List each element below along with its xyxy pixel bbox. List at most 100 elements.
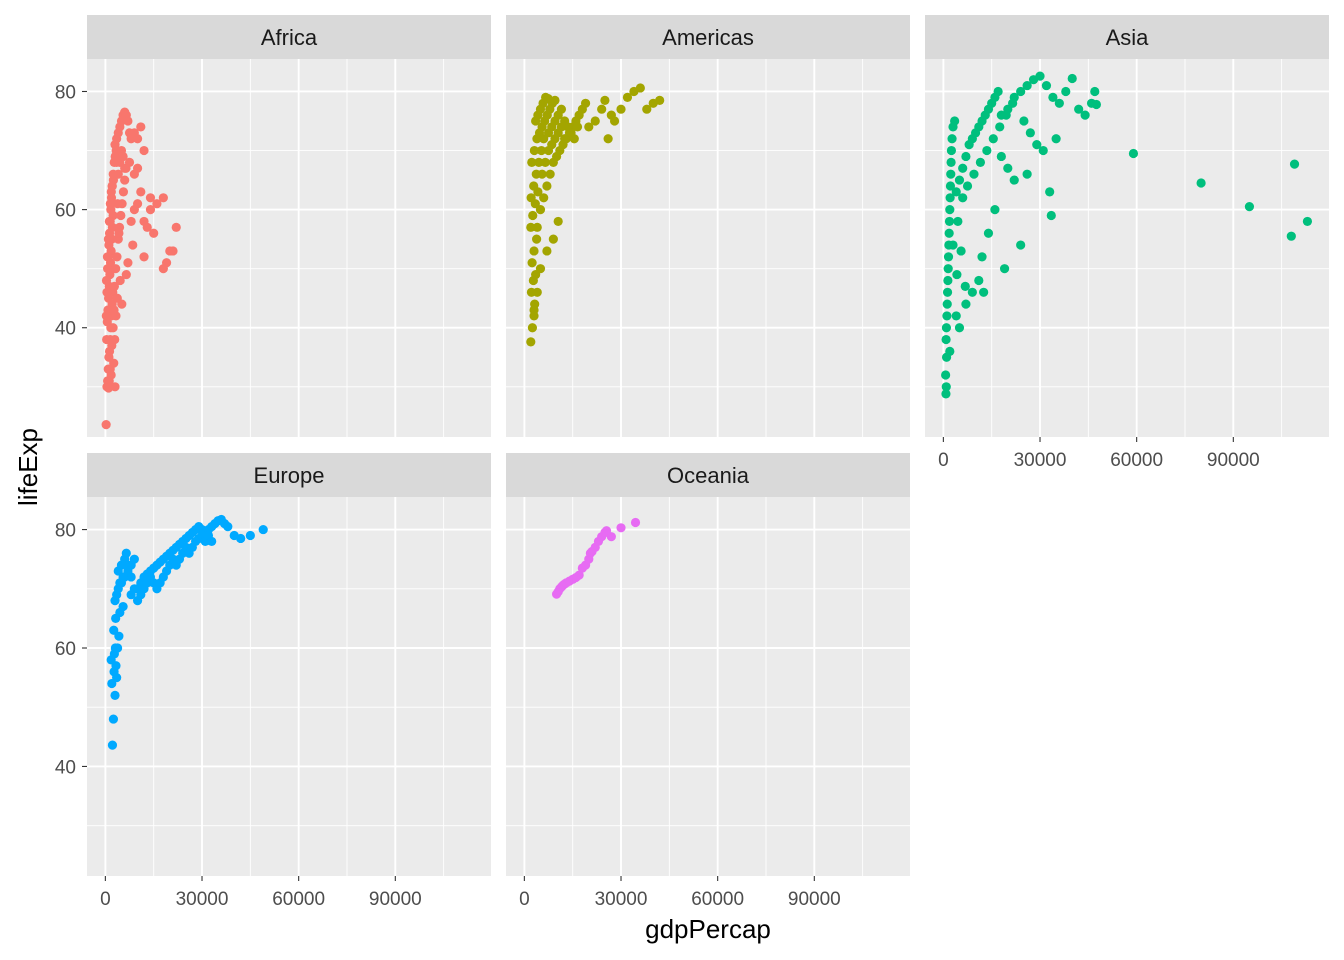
data-point	[129, 554, 139, 564]
data-point	[526, 193, 536, 203]
data-point	[142, 222, 152, 232]
data-point	[953, 216, 963, 227]
data-point	[945, 181, 956, 191]
data-point	[958, 193, 968, 203]
panel-background-europe	[87, 497, 491, 876]
data-point	[946, 145, 957, 156]
data-point	[1048, 92, 1058, 102]
data-point	[101, 419, 111, 430]
data-point	[954, 323, 965, 333]
data-point	[112, 252, 122, 262]
data-point	[526, 337, 536, 347]
data-point	[115, 275, 125, 286]
data-point	[108, 714, 119, 724]
data-point	[584, 122, 594, 132]
y-axis-africa: 40 60 80	[55, 82, 87, 340]
data-point	[988, 134, 998, 144]
data-point	[1022, 80, 1032, 91]
data-point	[1045, 187, 1055, 197]
data-point	[622, 92, 633, 102]
data-point	[961, 151, 971, 162]
data-point	[943, 275, 953, 286]
data-point	[114, 631, 124, 641]
points-oceania	[551, 517, 641, 599]
x-tick-label: 90000	[369, 889, 422, 910]
data-point	[111, 661, 121, 671]
data-point	[1302, 216, 1313, 227]
data-point	[961, 299, 971, 309]
data-point	[616, 523, 626, 533]
data-point	[1003, 163, 1013, 173]
data-point	[532, 287, 542, 297]
data-point	[1019, 116, 1029, 126]
facet-panels: Africa 40 60 80 Americas Asia 0 30000 60000 90000…	[55, 15, 1329, 910]
facet-asia: Asia 0 30000 60000 90000	[925, 15, 1329, 471]
data-point	[1051, 134, 1061, 144]
data-point	[145, 205, 156, 215]
data-point	[945, 205, 955, 215]
data-point	[1061, 86, 1071, 97]
data-point	[171, 222, 181, 232]
data-point	[969, 169, 979, 179]
data-point	[600, 95, 610, 105]
data-point	[574, 570, 584, 580]
data-point	[123, 258, 133, 268]
data-point	[120, 175, 130, 185]
data-point	[977, 252, 987, 262]
data-point	[111, 264, 121, 274]
data-point	[132, 163, 143, 173]
data-point	[126, 216, 136, 227]
data-point	[158, 264, 168, 274]
data-point	[597, 104, 607, 114]
data-point	[962, 181, 973, 191]
data-point	[139, 145, 149, 156]
data-point	[945, 193, 955, 203]
x-tick-label: 0	[938, 450, 949, 471]
data-point	[941, 334, 951, 345]
points-asia	[941, 71, 1313, 399]
data-point	[942, 299, 952, 309]
data-point	[112, 590, 122, 600]
data-point	[101, 275, 112, 286]
data-point	[1286, 231, 1296, 241]
data-point	[132, 134, 143, 144]
data-point	[1009, 175, 1019, 185]
data-point	[635, 83, 645, 93]
data-point	[1016, 240, 1026, 250]
facet-strip-oceania	[506, 453, 910, 497]
x-axis-asia: 0 30000 60000 90000	[938, 437, 1260, 471]
data-point	[996, 151, 1006, 162]
data-point	[545, 169, 555, 179]
data-point	[527, 258, 537, 268]
data-point	[207, 536, 217, 547]
data-point	[136, 122, 146, 132]
data-point	[168, 246, 178, 256]
data-point	[1001, 110, 1011, 120]
data-point	[128, 240, 138, 250]
x-tick-label: 30000	[1014, 450, 1067, 471]
data-point	[121, 269, 131, 280]
data-point	[1091, 99, 1101, 110]
data-point	[1080, 110, 1090, 120]
panel-background-asia	[925, 59, 1329, 437]
data-point	[952, 269, 962, 280]
facet-strip-asia	[925, 15, 1329, 59]
y-tick-label: 40	[55, 757, 76, 778]
facet-strip-africa	[87, 15, 491, 59]
data-point	[118, 601, 128, 612]
facet-strip-americas	[506, 15, 910, 59]
x-tick-label: 60000	[691, 889, 744, 910]
data-point	[946, 169, 956, 179]
data-point	[110, 643, 120, 653]
data-point	[108, 323, 118, 333]
y-tick-label: 60	[55, 639, 76, 660]
data-point	[642, 104, 652, 114]
data-point	[560, 134, 570, 144]
data-point	[556, 122, 567, 132]
x-axis-europe: 0 30000 60000 90000	[100, 876, 422, 910]
y-tick-label: 40	[55, 319, 76, 340]
x-tick-label: 30000	[595, 889, 648, 910]
data-point	[126, 572, 136, 582]
data-point	[535, 205, 546, 215]
facet-strip-label: Europe	[254, 463, 325, 488]
